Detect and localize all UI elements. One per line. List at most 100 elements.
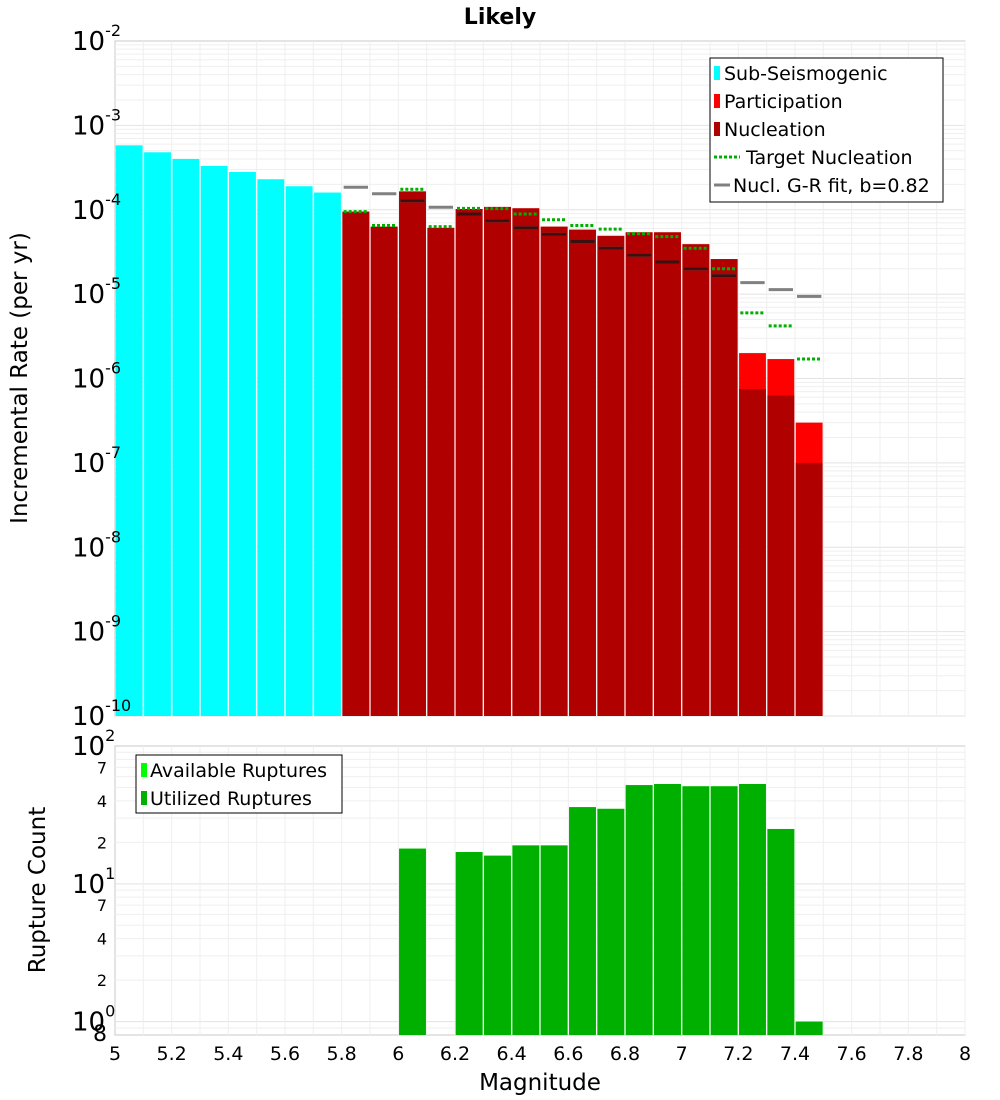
x-tick-label: 5.2 [157,1043,187,1065]
y-minor-tick-label: 7 [97,896,107,915]
legend-swatch [714,122,720,136]
y-tick-label: 102 [72,726,115,762]
y-tick-label: 10-8 [72,527,121,563]
y-tick-label: 10-10 [72,696,131,732]
y-minor-tick-label: 7 [97,758,107,777]
legend-box [135,754,343,814]
x-tick-label: 6.6 [553,1043,583,1065]
rate-bars [115,145,823,717]
y-tick-label: 10-2 [72,21,121,57]
x-axis-label: Magnitude [479,1070,601,1096]
sub-seismogenic-bar [200,166,228,717]
y-tick-label: 10-3 [72,105,121,141]
legend-swatch [141,763,147,777]
y-tick-label: 10-5 [72,274,121,310]
legend-swatch [141,791,147,805]
x-tick-label: 7 [676,1043,688,1065]
nucleation-bar [342,211,370,716]
nucleation-bar [484,206,511,716]
y-tick-label: 101 [72,864,115,900]
legend-label: Nucl. G-R fit, b=0.82 [733,175,930,197]
x-tick-label: 5.8 [327,1043,357,1065]
rupture-count-grid [115,746,966,1035]
utilized-ruptures-bar [484,855,511,1035]
utilized-ruptures-bar [597,808,625,1035]
utilized-ruptures-bar [710,786,738,1035]
legend-label: Target Nucleation [745,147,913,169]
legend-label: Utilized Ruptures [150,788,312,810]
utilized-ruptures-bar [540,845,568,1035]
legend-box [709,57,944,203]
rupture-count-y-tick-labels: 100 101 102 8 2 4 7 2 4 7 [72,726,115,1047]
nucleation-bar [455,209,483,716]
y-tick-label: 10-7 [72,443,121,479]
x-tick-label: 5.6 [270,1043,300,1065]
x-tick-label: 6.8 [610,1043,640,1065]
nucleation-bar [682,244,710,717]
y-tick-label: 10-4 [72,190,121,226]
rupture-count-legend: Available Ruptures Utilized Ruptures [135,754,343,814]
utilized-ruptures-bar [512,845,540,1035]
x-tick-labels: 5 5.2 5.4 5.6 5.8 6 6.2 6.4 6.6 6.8 7 7.2 7.4 7.6 7.8 8 [109,1043,971,1065]
nucleation-bar [569,229,596,717]
x-tick-label: 7.8 [893,1043,923,1065]
legend-label: Participation [724,91,843,113]
nucleation-bar [540,226,568,716]
utilized-ruptures-bar [569,807,596,1035]
y-minor-tick-label: 8 [93,1022,107,1047]
sub-seismogenic-bar [172,158,200,717]
sub-seismogenic-bar [229,172,256,716]
x-tick-label: 6.4 [497,1043,527,1065]
utilized-ruptures-bar [625,785,653,1035]
utilized-ruptures-bar [399,848,426,1035]
rate-lines [343,185,822,361]
x-tick-label: 7.4 [780,1043,810,1065]
rate-y-tick-labels: 10-2 10-3 10-4 10-5 10-6 10-7 10-8 10-9 10-10 [72,21,131,732]
legend-label: Available Ruptures [150,760,327,782]
rupture-count-bars [399,784,823,1035]
nucleation-bar [739,389,766,716]
y-tick-label: 10-9 [72,612,121,648]
legend-label: Sub-Seismogenic [724,63,888,85]
utilized-ruptures-bar [682,786,710,1035]
y-tick-label: 10-6 [72,359,121,395]
x-tick-label: 6.2 [440,1043,470,1065]
utilized-ruptures-bar [455,852,483,1035]
legend-label: Nucleation [724,119,826,141]
nucleation-bar [427,227,455,716]
x-tick-label: 5 [109,1043,121,1065]
sub-seismogenic-bar [257,179,285,716]
rupture-count-plot: 100 101 102 8 2 4 7 2 4 7 Rupture Count Available… [25,726,966,1047]
nucleation-bar [767,395,795,716]
nucleation-bar [512,208,540,716]
sub-seismogenic-bar [314,192,341,717]
nucleation-bar [370,226,398,716]
nucleation-bar [399,191,426,717]
nucleation-bar [654,232,681,716]
legend-swatch [714,94,720,108]
y-tick-label: 100 [72,1002,115,1038]
x-tick-label: 8 [959,1043,971,1065]
rupture-count-y-axis-label: Rupture Count [25,807,51,973]
sub-seismogenic-bar [115,145,143,717]
y-minor-tick-label: 4 [97,930,107,949]
nucleation-bar [795,462,823,716]
rate-plot: 10-2 10-3 10-4 10-5 10-6 10-7 10-8 10-9 10-10 In… [7,21,966,732]
nucleation-bar [597,235,625,716]
nucleation-bar [625,232,653,716]
utilized-ruptures-bar [767,828,795,1035]
y-minor-tick-label: 4 [97,792,107,811]
x-tick-label: 7.2 [723,1043,753,1065]
y-minor-tick-label: 2 [97,971,107,990]
legend-swatch [714,66,720,80]
nucleation-bar [710,259,738,716]
x-tick-label: 5.4 [213,1043,243,1065]
y-minor-tick-label: 2 [97,833,107,852]
chart-title: Likely [464,5,536,30]
utilized-ruptures-bar [654,784,681,1035]
sub-seismogenic-bar [285,186,313,716]
sub-seismogenic-bar [144,152,171,716]
x-tick-label: 7.6 [837,1043,867,1065]
x-tick-label: 6 [392,1043,404,1065]
